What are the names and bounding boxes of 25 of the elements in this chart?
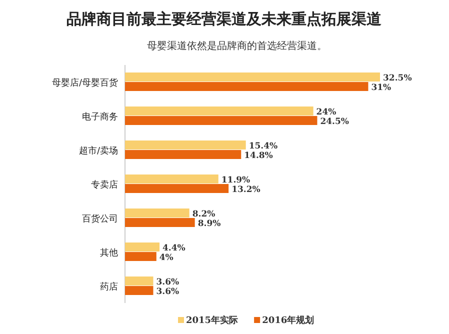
data-label: 8.9% (198, 218, 221, 229)
title: 品牌商目前最主要经营渠道及未来重点拓展渠道 (66, 10, 382, 28)
data-label: 24% (316, 107, 336, 118)
data-label: 4.4% (162, 243, 186, 254)
category-label: 百货公司 (82, 214, 118, 224)
category-label: 超市/卖场 (78, 146, 118, 156)
category-label: 其他 (100, 248, 118, 258)
data-label: 32.5% (383, 73, 412, 84)
data-label: 11.9% (221, 175, 250, 186)
data-label: 13.2% (232, 184, 260, 195)
category-label: 母婴店/母婴百货 (52, 78, 118, 88)
legend-label: 2016年规划 (262, 316, 314, 326)
data-label: 14.8% (244, 150, 273, 161)
data-label: 8.2% (192, 209, 216, 220)
data-label: 15.4% (248, 141, 278, 152)
data-label: 31% (371, 82, 392, 93)
category-label: 药店 (100, 282, 118, 292)
subtitle: 母婴渠道依然是品牌商的首选经营渠道。 (147, 41, 327, 52)
legend-label: 2015年实际 (186, 316, 238, 326)
data-label: 3.6% (156, 277, 180, 288)
data-label: 24.5% (320, 116, 349, 127)
data-label: 3.6% (156, 286, 180, 297)
data-label: 4% (159, 252, 174, 263)
category-label: 专卖店 (91, 180, 118, 190)
category-label: 电子商务 (82, 112, 118, 122)
